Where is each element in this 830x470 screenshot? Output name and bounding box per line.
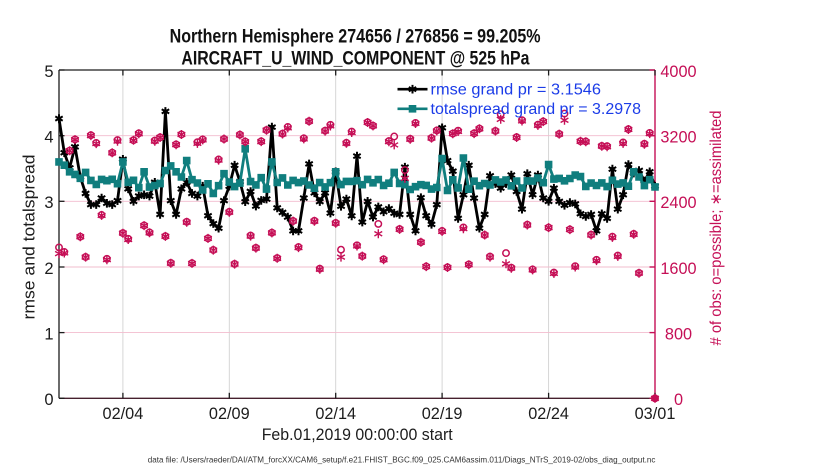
svg-text:02/04: 02/04: [103, 405, 144, 423]
svg-text:Feb.01,2019 00:00:00 start: Feb.01,2019 00:00:00 start: [262, 426, 453, 444]
svg-text:5: 5: [44, 63, 53, 81]
svg-text:02/24: 02/24: [528, 405, 569, 423]
svg-text:1: 1: [44, 326, 53, 344]
svg-text:Northern Hemisphere 274656 / 2: Northern Hemisphere 274656 / 276856 = 99…: [170, 26, 541, 48]
svg-text:2400: 2400: [660, 194, 696, 212]
svg-text:totalspread grand pr = 3.2978: totalspread grand pr = 3.2978: [431, 101, 642, 118]
svg-text:3: 3: [44, 194, 53, 212]
svg-text:02/19: 02/19: [422, 405, 463, 423]
svg-text:4: 4: [44, 129, 53, 147]
svg-text:data file: /Users/raeder/DAI/A: data file: /Users/raeder/DAI/ATM_forcXX/…: [148, 455, 656, 464]
svg-text:02/14: 02/14: [315, 405, 356, 423]
svg-text:3200: 3200: [660, 129, 696, 147]
svg-text:2: 2: [44, 260, 53, 278]
svg-text:AIRCRAFT_U_WIND_COMPONENT @ 52: AIRCRAFT_U_WIND_COMPONENT @ 525 hPa: [181, 47, 529, 69]
svg-text:rmse grand pr = 3.1546: rmse grand pr = 3.1546: [431, 82, 602, 99]
svg-text:0: 0: [674, 391, 683, 409]
svg-text:1600: 1600: [660, 260, 696, 278]
svg-text:rmse and totalspread: rmse and totalspread: [21, 155, 39, 320]
svg-text:03/01: 03/01: [635, 405, 676, 423]
svg-text:# of obs: o=possible; ∗=assimi: # of obs: o=possible; ∗=assimilated: [708, 111, 725, 346]
svg-text:800: 800: [665, 325, 692, 343]
svg-text:4000: 4000: [660, 63, 696, 81]
svg-text:0: 0: [44, 391, 53, 409]
svg-text:02/09: 02/09: [209, 405, 250, 423]
